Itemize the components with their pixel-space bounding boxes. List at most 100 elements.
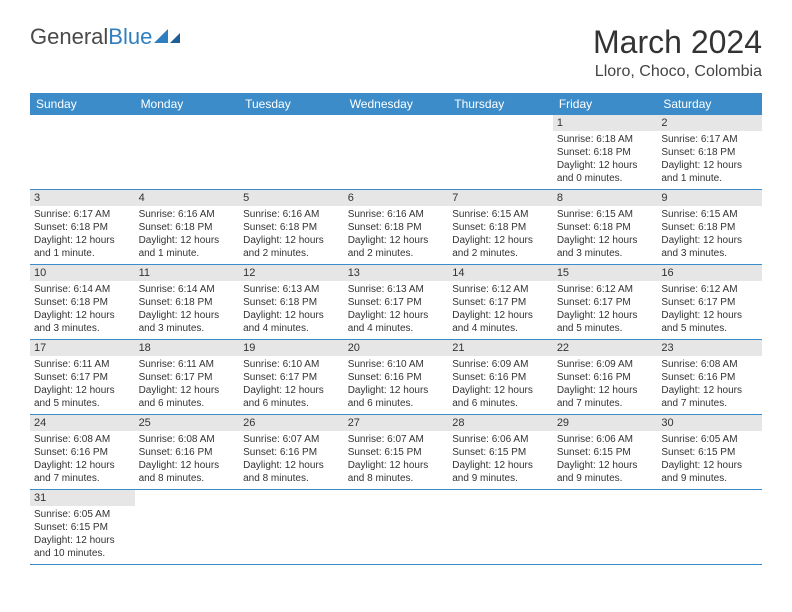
day-cell: 24Sunrise: 6:08 AMSunset: 6:16 PMDayligh… [30,415,135,490]
day-number: 17 [30,340,135,356]
day-cell: 10Sunrise: 6:14 AMSunset: 6:18 PMDayligh… [30,265,135,340]
day-cell [344,490,449,565]
day-info [30,119,135,171]
day-info: Sunrise: 6:12 AMSunset: 6:17 PMDaylight:… [657,281,762,339]
daylight-text: Daylight: 12 hours and 5 minutes. [661,309,758,335]
sunset-text: Sunset: 6:16 PM [243,446,340,459]
sunrise-text: Sunrise: 6:11 AM [139,358,236,371]
day-number: 2 [657,115,762,131]
daylight-text: Daylight: 12 hours and 3 minutes. [34,309,131,335]
daylight-text: Daylight: 12 hours and 2 minutes. [348,234,445,260]
day-cell [344,115,449,190]
sunset-text: Sunset: 6:17 PM [557,296,654,309]
day-number: 13 [344,265,449,281]
sunrise-text: Sunrise: 6:12 AM [661,283,758,296]
sunrise-text: Sunrise: 6:12 AM [452,283,549,296]
day-cell: 27Sunrise: 6:07 AMSunset: 6:15 PMDayligh… [344,415,449,490]
day-header-row: Sunday Monday Tuesday Wednesday Thursday… [30,93,762,115]
daylight-text: Daylight: 12 hours and 5 minutes. [34,384,131,410]
day-info: Sunrise: 6:06 AMSunset: 6:15 PMDaylight:… [553,431,658,489]
day-number: 7 [448,190,553,206]
day-cell: 25Sunrise: 6:08 AMSunset: 6:16 PMDayligh… [135,415,240,490]
title-block: March 2024 Lloro, Choco, Colombia [593,24,762,81]
day-cell: 1Sunrise: 6:18 AMSunset: 6:18 PMDaylight… [553,115,658,190]
daylight-text: Daylight: 12 hours and 3 minutes. [139,309,236,335]
daylight-text: Daylight: 12 hours and 5 minutes. [557,309,654,335]
sunset-text: Sunset: 6:15 PM [661,446,758,459]
day-cell: 21Sunrise: 6:09 AMSunset: 6:16 PMDayligh… [448,340,553,415]
sunrise-text: Sunrise: 6:15 AM [557,208,654,221]
day-number: 26 [239,415,344,431]
logo-text-blue: Blue [108,24,152,50]
day-header: Saturday [657,93,762,115]
day-cell: 29Sunrise: 6:06 AMSunset: 6:15 PMDayligh… [553,415,658,490]
daylight-text: Daylight: 12 hours and 6 minutes. [452,384,549,410]
day-number: 3 [30,190,135,206]
sunrise-text: Sunrise: 6:07 AM [243,433,340,446]
day-info [135,119,240,171]
sunset-text: Sunset: 6:18 PM [139,296,236,309]
sunset-text: Sunset: 6:15 PM [34,521,131,534]
day-info: Sunrise: 6:10 AMSunset: 6:16 PMDaylight:… [344,356,449,414]
day-header: Sunday [30,93,135,115]
day-info: Sunrise: 6:14 AMSunset: 6:18 PMDaylight:… [135,281,240,339]
page-header: GeneralBlue March 2024 Lloro, Choco, Col… [30,24,762,81]
daylight-text: Daylight: 12 hours and 8 minutes. [139,459,236,485]
sunrise-text: Sunrise: 6:17 AM [661,133,758,146]
sunrise-text: Sunrise: 6:18 AM [557,133,654,146]
week-row: 24Sunrise: 6:08 AMSunset: 6:16 PMDayligh… [30,415,762,490]
day-cell [135,115,240,190]
daylight-text: Daylight: 12 hours and 8 minutes. [348,459,445,485]
day-number: 4 [135,190,240,206]
day-info: Sunrise: 6:11 AMSunset: 6:17 PMDaylight:… [135,356,240,414]
day-number: 15 [553,265,658,281]
day-info: Sunrise: 6:05 AMSunset: 6:15 PMDaylight:… [657,431,762,489]
day-number: 1 [553,115,658,131]
day-cell: 3Sunrise: 6:17 AMSunset: 6:18 PMDaylight… [30,190,135,265]
sunrise-text: Sunrise: 6:08 AM [139,433,236,446]
day-info: Sunrise: 6:16 AMSunset: 6:18 PMDaylight:… [344,206,449,264]
sunrise-text: Sunrise: 6:06 AM [557,433,654,446]
day-header: Monday [135,93,240,115]
day-number: 9 [657,190,762,206]
day-number: 12 [239,265,344,281]
day-number: 21 [448,340,553,356]
day-number: 11 [135,265,240,281]
day-number: 16 [657,265,762,281]
sunrise-text: Sunrise: 6:16 AM [243,208,340,221]
sunrise-text: Sunrise: 6:05 AM [661,433,758,446]
sunrise-text: Sunrise: 6:09 AM [557,358,654,371]
day-number: 29 [553,415,658,431]
day-cell: 18Sunrise: 6:11 AMSunset: 6:17 PMDayligh… [135,340,240,415]
daylight-text: Daylight: 12 hours and 9 minutes. [557,459,654,485]
day-info: Sunrise: 6:09 AMSunset: 6:16 PMDaylight:… [448,356,553,414]
sunrise-text: Sunrise: 6:14 AM [139,283,236,296]
day-info: Sunrise: 6:16 AMSunset: 6:18 PMDaylight:… [135,206,240,264]
sunrise-text: Sunrise: 6:16 AM [139,208,236,221]
daylight-text: Daylight: 12 hours and 0 minutes. [557,159,654,185]
day-info: Sunrise: 6:06 AMSunset: 6:15 PMDaylight:… [448,431,553,489]
sunrise-text: Sunrise: 6:08 AM [661,358,758,371]
day-number: 14 [448,265,553,281]
sunrise-text: Sunrise: 6:12 AM [557,283,654,296]
day-cell: 26Sunrise: 6:07 AMSunset: 6:16 PMDayligh… [239,415,344,490]
sunset-text: Sunset: 6:17 PM [452,296,549,309]
sunset-text: Sunset: 6:18 PM [34,221,131,234]
sunrise-text: Sunrise: 6:13 AM [243,283,340,296]
sunrise-text: Sunrise: 6:17 AM [34,208,131,221]
day-info: Sunrise: 6:08 AMSunset: 6:16 PMDaylight:… [657,356,762,414]
day-number: 8 [553,190,658,206]
day-info: Sunrise: 6:08 AMSunset: 6:16 PMDaylight:… [135,431,240,489]
sunset-text: Sunset: 6:17 PM [243,371,340,384]
day-number: 6 [344,190,449,206]
week-row: 31Sunrise: 6:05 AMSunset: 6:15 PMDayligh… [30,490,762,565]
week-row: 1Sunrise: 6:18 AMSunset: 6:18 PMDaylight… [30,115,762,190]
day-info: Sunrise: 6:14 AMSunset: 6:18 PMDaylight:… [30,281,135,339]
sunrise-text: Sunrise: 6:06 AM [452,433,549,446]
logo-sail-icon [154,25,182,45]
sunrise-text: Sunrise: 6:08 AM [34,433,131,446]
day-cell: 4Sunrise: 6:16 AMSunset: 6:18 PMDaylight… [135,190,240,265]
sunset-text: Sunset: 6:16 PM [139,446,236,459]
day-number: 23 [657,340,762,356]
day-info: Sunrise: 6:07 AMSunset: 6:15 PMDaylight:… [344,431,449,489]
